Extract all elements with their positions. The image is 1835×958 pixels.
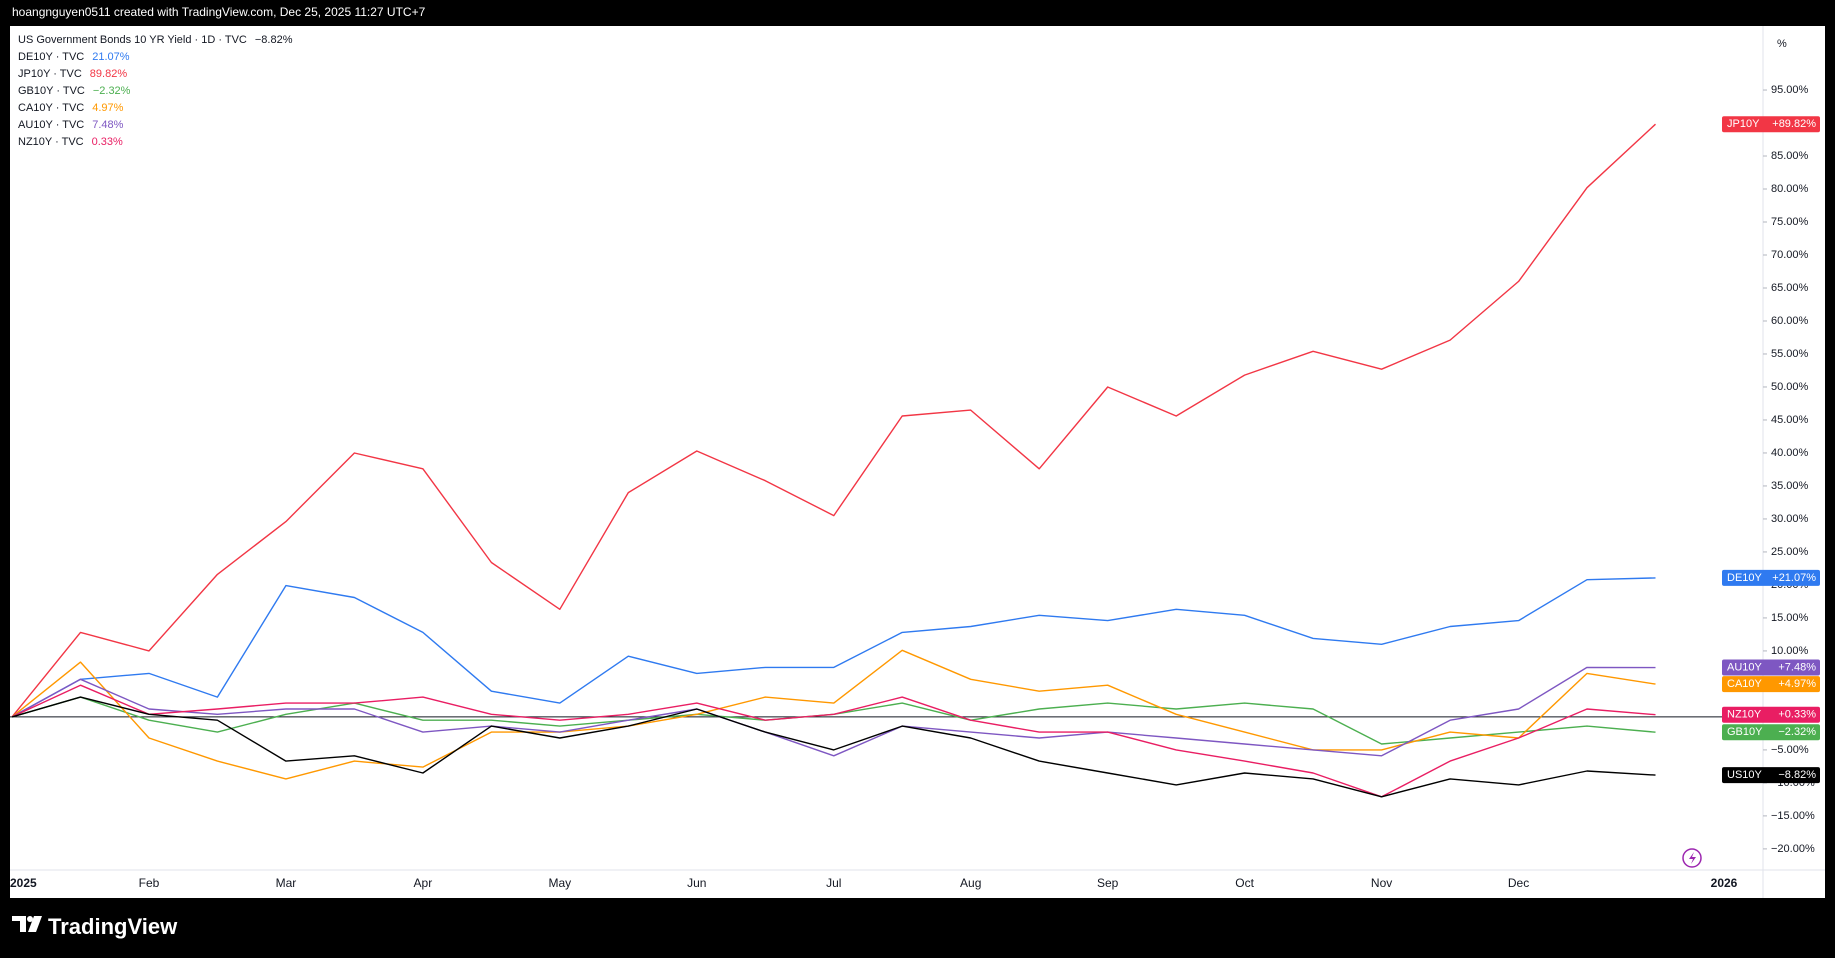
price-tag [1722,724,1820,741]
y-tick-label: 25.00% [1771,546,1809,558]
footer-brand: TradingView [48,914,178,939]
price-tag-value: +7.48% [1778,661,1816,673]
price-tag-name: GB10Y [1727,726,1763,738]
price-tag [1722,116,1820,133]
price-tag-name: AU10Y [1727,661,1763,673]
legend-name: JP10Y · TVC [18,68,82,80]
y-tick-label: 70.00% [1771,249,1809,261]
price-tag-value: +0.33% [1778,709,1816,721]
y-tick-label: 95.00% [1771,84,1809,96]
y-tick-label: 55.00% [1771,348,1809,360]
price-tag [1722,706,1820,723]
x-tick-label: Nov [1371,876,1392,890]
x-tick-label: Feb [139,876,160,890]
y-tick-label: −20.00% [1771,843,1815,855]
legend-value: 0.33% [92,136,123,148]
legend-name: NZ10Y · TVC [18,136,84,148]
y-tick-label: 10.00% [1771,645,1809,657]
icon-bolt [1689,852,1696,864]
x-tick-label: 2026 [1711,876,1738,890]
price-tag-value: −2.32% [1778,726,1816,738]
x-tick-label: Apr [414,876,433,890]
price-tag-value: +89.82% [1772,118,1816,130]
series-line [11,666,1656,757]
x-tick-label: 2025 [10,876,37,890]
y-tick-label: 35.00% [1771,480,1809,492]
icon-ring [1682,848,1702,868]
legend-title-value: −8.82% [255,34,293,46]
legend-value: −2.32% [93,85,131,97]
legend-title: US Government Bonds 10 YR Yield · 1D · T… [18,34,293,46]
y-tick-label: 85.00% [1771,150,1809,162]
y-tick-label: 75.00% [1771,216,1809,228]
price-tag-value: +4.97% [1778,678,1816,690]
legend-name: CA10Y · TVC [18,102,84,114]
x-tick-label: Jun [687,876,706,890]
y-tick-label: 45.00% [1771,414,1809,426]
price-tag [1722,659,1820,676]
logo-dot [27,916,33,922]
price-tag-value: +21.07% [1772,572,1816,584]
logo-mark [12,916,42,932]
legend-entry: NZ10Y · TVC 0.33% [18,136,123,148]
series-line [11,696,1656,798]
y-tick-label: −15.00% [1771,810,1815,822]
price-tag [1722,767,1820,784]
series-line [11,577,1656,718]
price-tag-name: US10Y [1727,769,1763,781]
series-line [11,123,1656,718]
x-tick-label: Oct [1235,876,1254,890]
x-tick-label: Mar [276,876,297,890]
x-tick-label: Dec [1508,876,1529,890]
legend-name: DE10Y · TVC [18,51,84,63]
x-tick-label: Jul [826,876,841,890]
price-tag-name: DE10Y [1727,572,1763,584]
legend-entry: JP10Y · TVC 89.82% [18,68,127,80]
price-tag [1722,569,1820,586]
series-line [11,649,1656,780]
x-tick-label: Aug [960,876,981,890]
price-tag-name: JP10Y [1727,118,1760,130]
y-tick-label: −5.00% [1771,744,1809,756]
y-tick-label: 80.00% [1771,183,1809,195]
price-tag [1722,676,1820,693]
x-tick-label: May [549,876,572,890]
legend-name: GB10Y · TVC [18,85,85,97]
alert-icon [1682,848,1702,868]
y-unit: % [1777,38,1787,50]
y-tick-label: 40.00% [1771,447,1809,459]
header: hoangnguyen0511 created with TradingView… [12,5,426,19]
y-tick-label: 30.00% [1771,513,1809,525]
y-tick-label: 65.00% [1771,282,1809,294]
y-tick-label: 50.00% [1771,381,1809,393]
legend-value: 89.82% [90,68,128,80]
legend-entry: GB10Y · TVC −2.32% [18,85,131,97]
legend-name: AU10Y · TVC [18,119,84,131]
legend-entry: AU10Y · TVC 7.48% [18,119,124,131]
legend-value: 21.07% [92,51,130,63]
legend-value: 7.48% [92,119,123,131]
price-tag-name: CA10Y [1727,678,1763,690]
legend-title-text: US Government Bonds 10 YR Yield · 1D · T… [18,34,247,46]
y-tick-label: 60.00% [1771,315,1809,327]
footer-logo [12,916,42,932]
legend-entry: CA10Y · TVC 4.97% [18,102,124,114]
chart-panel [10,26,1825,898]
legend-value: 4.97% [92,102,123,114]
x-tick-label: Sep [1097,876,1119,890]
price-tag-name: NZ10Y [1727,709,1762,721]
y-tick-label: 15.00% [1771,612,1809,624]
legend-entry: DE10Y · TVC 21.07% [18,51,130,63]
price-tag-value: −8.82% [1778,769,1816,781]
